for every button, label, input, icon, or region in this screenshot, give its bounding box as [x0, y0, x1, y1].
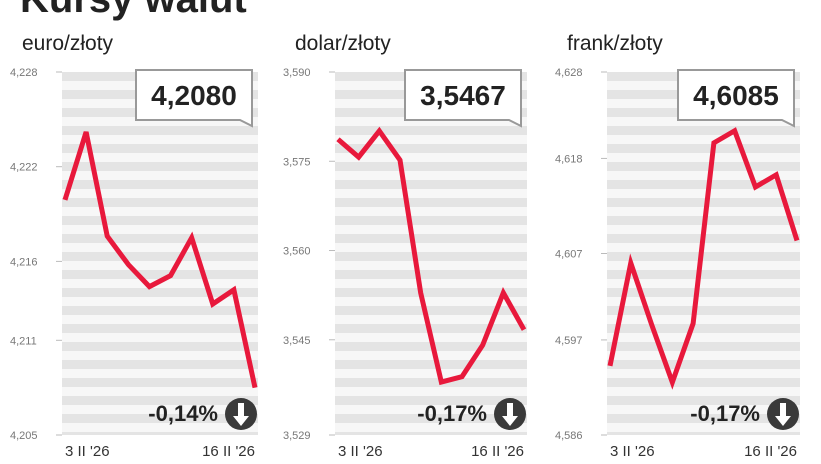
x-tick-label: 3 II '26	[65, 443, 110, 460]
y-tick-label: 3,590	[283, 67, 311, 79]
y-tick-label: 4,597	[555, 335, 583, 347]
y-tick-label: 3,545	[283, 335, 311, 347]
panel-title: euro/złoty	[22, 32, 114, 55]
x-tick-label: 16 II '26	[202, 443, 255, 460]
y-tick-label: 3,575	[283, 156, 311, 168]
x-tick-label: 3 II '26	[610, 443, 655, 460]
y-tick-label: 4,618	[555, 153, 583, 165]
last-value-label: 4,2080	[151, 80, 237, 111]
y-tick-label: 4,628	[555, 67, 583, 79]
callout-box	[404, 69, 522, 128]
down-arrow	[775, 403, 791, 426]
y-tick-label: 3,560	[283, 246, 311, 258]
last-value-label: 3,5467	[420, 80, 506, 111]
y-tick-label: 4,586	[555, 430, 583, 442]
y-tick-label: 4,222	[10, 162, 38, 174]
down-arrow	[233, 403, 249, 426]
callout-box	[135, 69, 253, 128]
line	[607, 127, 800, 390]
down-arrow	[502, 403, 518, 426]
y-tick-label: 4,228	[10, 67, 38, 79]
x-tick-label: 16 II '26	[471, 443, 524, 460]
panel-title: frank/złoty	[567, 32, 663, 55]
y-tick-label: 3,529	[283, 430, 311, 442]
change-label: -0,17%	[690, 401, 760, 426]
y-tick-label: 4,607	[555, 249, 583, 261]
y-tick-label: 4,216	[10, 256, 38, 268]
plot-area	[62, 72, 258, 435]
x-tick-label: 3 II '26	[338, 443, 383, 460]
y-tick-label: 4,211	[10, 335, 37, 347]
change-label: -0,14%	[148, 401, 218, 426]
plot-area	[335, 72, 527, 435]
line	[336, 126, 527, 386]
panel-title: dolar/złoty	[295, 32, 391, 55]
callout-box	[677, 69, 795, 128]
change-label: -0,17%	[417, 401, 487, 426]
x-tick-label: 16 II '26	[744, 443, 797, 460]
y-tick-label: 4,205	[10, 430, 38, 442]
last-value-label: 4,6085	[693, 80, 779, 111]
page-title: Kursy walut	[20, 0, 247, 21]
line	[62, 131, 258, 389]
